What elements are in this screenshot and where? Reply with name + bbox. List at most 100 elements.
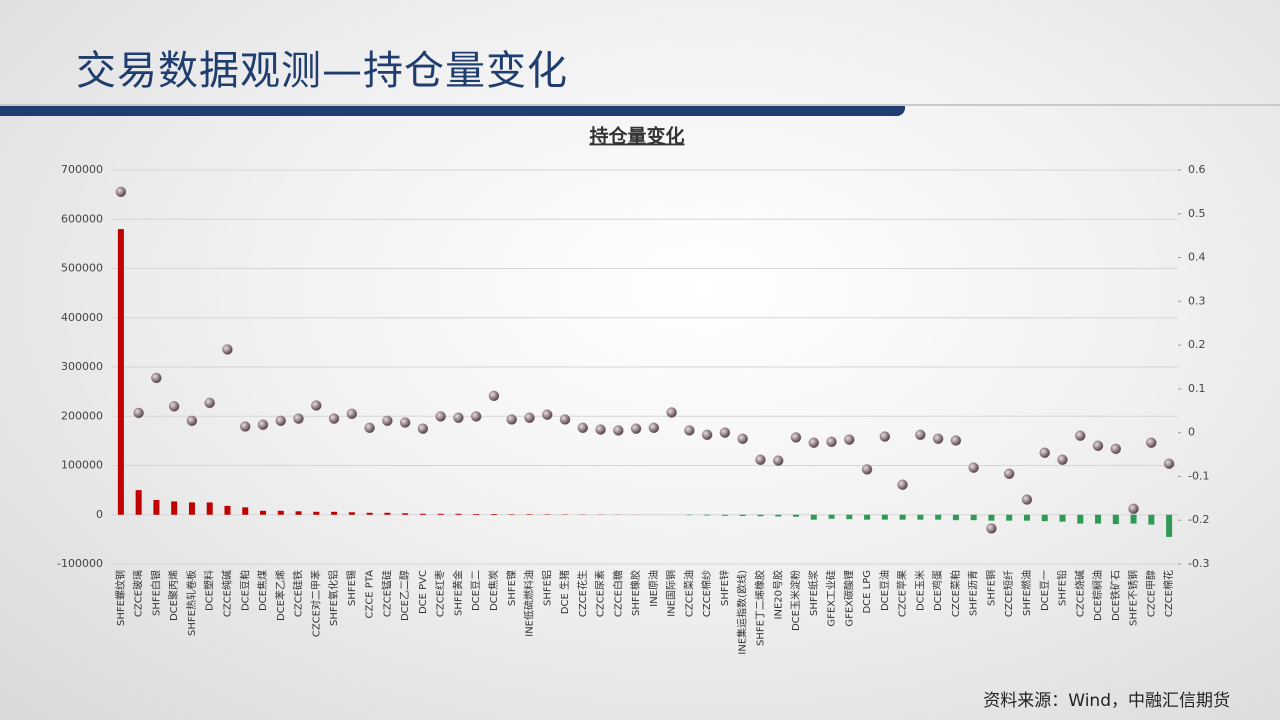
- dot: [986, 523, 997, 534]
- x-tick-label: INE低硫燃料油: [523, 570, 536, 637]
- y2-tick-label: -0.1: [1188, 469, 1209, 482]
- x-tick-label: DCE铁矿石: [1109, 570, 1122, 621]
- bar: [1112, 514, 1119, 525]
- x-tick-label: SHFE不锈钢: [1127, 570, 1140, 626]
- x-tick-label: CZCE玻璃: [132, 570, 145, 617]
- bar: [1166, 514, 1173, 537]
- x-tick-label: SHFE锌: [718, 570, 731, 606]
- dot: [701, 429, 713, 441]
- dot: [488, 390, 500, 402]
- x-tick-label: SHFE丁二烯橡胶: [753, 570, 766, 646]
- x-tick-label: CZCE锰硅: [380, 570, 393, 617]
- x-tick-label: DCE玉米: [913, 570, 926, 611]
- chart-title: 持仓量变化: [589, 125, 684, 148]
- x-tick-label: CZCE苹果: [896, 570, 909, 617]
- bar: [206, 502, 213, 515]
- x-tick-label: CZCE短纤: [1002, 570, 1015, 617]
- x-tick-label: DCE焦煤: [256, 570, 269, 611]
- x-tick-label: DCE 生猪: [558, 570, 571, 614]
- dot: [790, 432, 802, 443]
- x-tick-label: CZCE纯碱: [220, 570, 233, 617]
- dot: [1039, 447, 1050, 459]
- bar: [793, 514, 800, 517]
- x-tick-label: SHFE铝: [541, 570, 553, 606]
- dot: [844, 434, 855, 445]
- bar: [846, 514, 853, 520]
- dot: [399, 417, 411, 428]
- y-tick-label: 0: [96, 508, 103, 521]
- dot: [666, 407, 677, 418]
- bar: [1130, 514, 1137, 524]
- bar: [366, 512, 373, 515]
- bar: [739, 514, 746, 516]
- x-tick-label: SHFE铜: [985, 570, 997, 606]
- x-tick-label: DCE棕榈油: [1091, 570, 1104, 621]
- bar: [171, 501, 178, 515]
- dot: [1128, 503, 1139, 515]
- x-tick-label: INE原油: [647, 570, 660, 607]
- dot: [1146, 437, 1157, 448]
- x-tick-label: SHFE燃油: [1020, 570, 1033, 616]
- bar: [348, 512, 355, 515]
- x-tick-label: CZCE硅铁: [292, 570, 305, 617]
- dot: [897, 479, 908, 491]
- dot: [186, 415, 198, 427]
- bar: [188, 502, 195, 515]
- dot: [453, 412, 464, 424]
- dot: [417, 423, 429, 434]
- x-tick-label: SHFE白银: [149, 570, 162, 616]
- dot: [293, 413, 304, 424]
- dot: [595, 424, 606, 435]
- dot: [240, 421, 251, 432]
- dot: [932, 433, 944, 445]
- y2-tick-label: -0.2: [1188, 513, 1209, 526]
- x-tick-label: DCE豆一: [1039, 570, 1051, 611]
- dot: [168, 401, 180, 412]
- y-tick-label: 400000: [61, 311, 103, 324]
- x-tick-label: CZCE红枣: [434, 570, 447, 617]
- bar: [402, 513, 409, 515]
- bar: [970, 514, 977, 521]
- x-tick-label: DCE PVC: [418, 570, 429, 614]
- bar: [935, 514, 942, 520]
- header-line: [0, 104, 1280, 106]
- bar: [775, 514, 782, 517]
- x-tick-label: SHFE锡: [345, 570, 358, 606]
- dot: [542, 409, 553, 420]
- dot: [737, 433, 748, 445]
- bar: [864, 514, 871, 520]
- y2-tick-label: 0.3: [1188, 294, 1206, 307]
- bar: [117, 229, 124, 515]
- dot: [755, 454, 766, 466]
- bar: [295, 511, 302, 515]
- dot: [1163, 458, 1175, 469]
- bar: [224, 505, 231, 515]
- dot: [435, 411, 446, 422]
- bar: [1041, 514, 1048, 522]
- dot: [115, 186, 127, 198]
- dot: [328, 413, 340, 424]
- bar: [277, 510, 284, 515]
- x-tick-label: DCE豆粕: [238, 570, 251, 611]
- y2-tick-label: 0.5: [1188, 207, 1206, 220]
- dot: [506, 414, 517, 425]
- x-tick-label: DCE苯乙烯: [274, 570, 287, 621]
- dot: [1110, 443, 1122, 455]
- dot: [648, 422, 660, 434]
- x-tick-label: SHFE螺纹钢: [114, 570, 127, 626]
- bar: [899, 514, 906, 520]
- bar: [384, 512, 391, 515]
- x-tick-label: DCE玉米淀粉: [789, 570, 802, 631]
- y2-tick-label: 0.2: [1188, 338, 1206, 351]
- dot: [151, 372, 162, 384]
- x-tick-label: SHFE氧化铝: [327, 570, 340, 626]
- y2-tick-label: 0: [1188, 426, 1195, 439]
- y2-tick-label: 0.4: [1188, 251, 1206, 264]
- x-tick-label: CZCE花生: [576, 570, 589, 617]
- bar: [419, 513, 426, 515]
- dot: [826, 436, 837, 448]
- x-tick-label: SHFE铅: [1056, 570, 1069, 606]
- slide-title: 交易数据观测—持仓量变化: [76, 48, 568, 94]
- bar: [437, 513, 444, 515]
